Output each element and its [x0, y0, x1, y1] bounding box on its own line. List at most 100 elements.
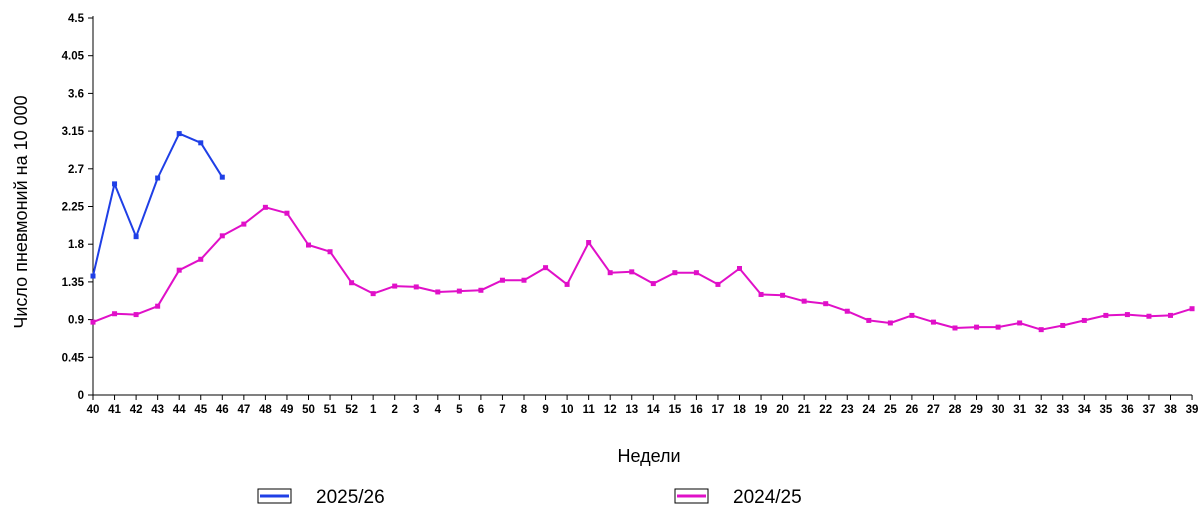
x-tick-label: 42 — [130, 404, 143, 416]
x-tick-label: 30 — [992, 404, 1005, 416]
data-point — [930, 319, 936, 325]
x-tick-label: 4 — [435, 404, 442, 416]
data-point — [176, 131, 182, 137]
data-point — [90, 319, 96, 325]
data-point — [112, 181, 118, 187]
data-point — [198, 140, 204, 146]
plot-area — [90, 131, 1195, 333]
x-tick-label: 2 — [391, 404, 397, 416]
data-point — [133, 312, 139, 318]
y-tick-label: 1.8 — [68, 239, 85, 251]
x-tick-label: 7 — [499, 404, 505, 416]
x-tick-label: 43 — [151, 404, 164, 416]
x-tick-label: 1 — [370, 404, 377, 416]
y-tick-label: 4.5 — [68, 13, 85, 25]
data-point — [629, 269, 635, 275]
x-tick-label: 52 — [345, 404, 358, 416]
x-tick-label: 34 — [1078, 404, 1091, 416]
x-tick-label: 5 — [456, 404, 463, 416]
data-point — [1168, 312, 1173, 318]
data-point — [499, 277, 505, 283]
x-tick-label: 40 — [87, 404, 100, 416]
x-tick-label: 33 — [1056, 404, 1069, 416]
y-tick-label: 0.45 — [62, 352, 85, 364]
x-tick-label: 22 — [819, 404, 832, 416]
x-tick-label: 14 — [647, 404, 660, 416]
x-tick-label: 36 — [1121, 404, 1134, 416]
x-tick-label: 12 — [604, 404, 617, 416]
data-point — [456, 288, 462, 294]
data-point — [607, 270, 613, 276]
y-tick-label: 1.35 — [62, 277, 85, 289]
data-point — [1081, 317, 1087, 323]
data-point — [1189, 306, 1195, 312]
data-point — [1124, 312, 1130, 318]
legend-label-2025-26: 2025/26 — [316, 487, 385, 508]
data-point — [284, 210, 290, 216]
data-point — [521, 277, 527, 283]
x-tick-label: 35 — [1099, 404, 1112, 416]
y-tick-label: 4.05 — [62, 51, 85, 63]
x-tick-label: 20 — [776, 404, 789, 416]
data-point — [435, 289, 441, 295]
data-point — [219, 233, 225, 239]
data-point — [974, 324, 980, 330]
y-tick-label: 0.9 — [68, 315, 84, 327]
x-tick-label: 6 — [478, 404, 484, 416]
y-tick-label: 3.6 — [68, 88, 84, 100]
data-point — [715, 281, 721, 287]
legend: 2025/26 2024/25 — [257, 487, 802, 508]
x-tick-label: 13 — [625, 404, 638, 416]
data-point — [1017, 320, 1023, 326]
data-point — [327, 249, 333, 255]
data-point — [176, 267, 182, 273]
data-point — [370, 291, 376, 297]
x-tick-label: 31 — [1013, 404, 1026, 416]
x-tick-label: 21 — [798, 404, 811, 416]
data-point — [823, 301, 829, 307]
data-point — [241, 221, 247, 227]
data-point — [392, 283, 398, 289]
y-tick-label: 2.25 — [62, 202, 85, 214]
x-tick-label: 18 — [733, 404, 746, 416]
data-point — [737, 265, 742, 271]
y-tick-label: 3.15 — [62, 126, 85, 138]
x-tick-label: 44 — [173, 404, 186, 416]
data-point — [112, 311, 118, 317]
series-line — [92, 206, 1193, 331]
x-tick-label: 16 — [690, 404, 703, 416]
data-point — [672, 270, 678, 276]
x-tick-label: 46 — [216, 404, 229, 416]
data-point — [133, 234, 139, 240]
series-line — [92, 132, 224, 277]
x-tick-label: 41 — [108, 404, 121, 416]
data-point — [198, 256, 204, 262]
x-tick-label: 48 — [259, 404, 272, 416]
data-point — [887, 320, 893, 326]
x-tick-label: 32 — [1035, 404, 1048, 416]
x-tick-label: 39 — [1186, 404, 1199, 416]
data-point — [650, 281, 656, 287]
data-point — [219, 174, 225, 180]
legend-item-2025-26: 2025/26 — [257, 487, 385, 508]
x-tick-label: 27 — [927, 404, 940, 416]
x-tick-label: 51 — [324, 404, 337, 416]
legend-item-2024-25: 2024/25 — [674, 487, 802, 508]
x-tick-label: 11 — [583, 404, 596, 416]
data-point — [413, 284, 419, 290]
x-tick-label: 26 — [906, 404, 919, 416]
x-tick-label: 19 — [755, 404, 768, 416]
x-tick-label: 45 — [194, 404, 207, 416]
x-tick-label: 10 — [561, 404, 574, 416]
data-point — [1103, 312, 1109, 318]
data-point — [995, 324, 1001, 330]
data-point — [90, 273, 96, 279]
x-tick-label: 49 — [281, 404, 294, 416]
x-axis: 40 41 42 43 44 45 46 47 48 49 50 51 52 1 2 3 4 5 6 7 8 9 10 11 1… — [87, 394, 1199, 416]
data-point — [349, 280, 355, 286]
x-tick-label: 8 — [521, 404, 528, 416]
data-point — [155, 303, 161, 309]
x-tick-label: 29 — [970, 404, 983, 416]
x-tick-label: 25 — [884, 404, 897, 416]
x-tick-label: 50 — [302, 404, 315, 416]
